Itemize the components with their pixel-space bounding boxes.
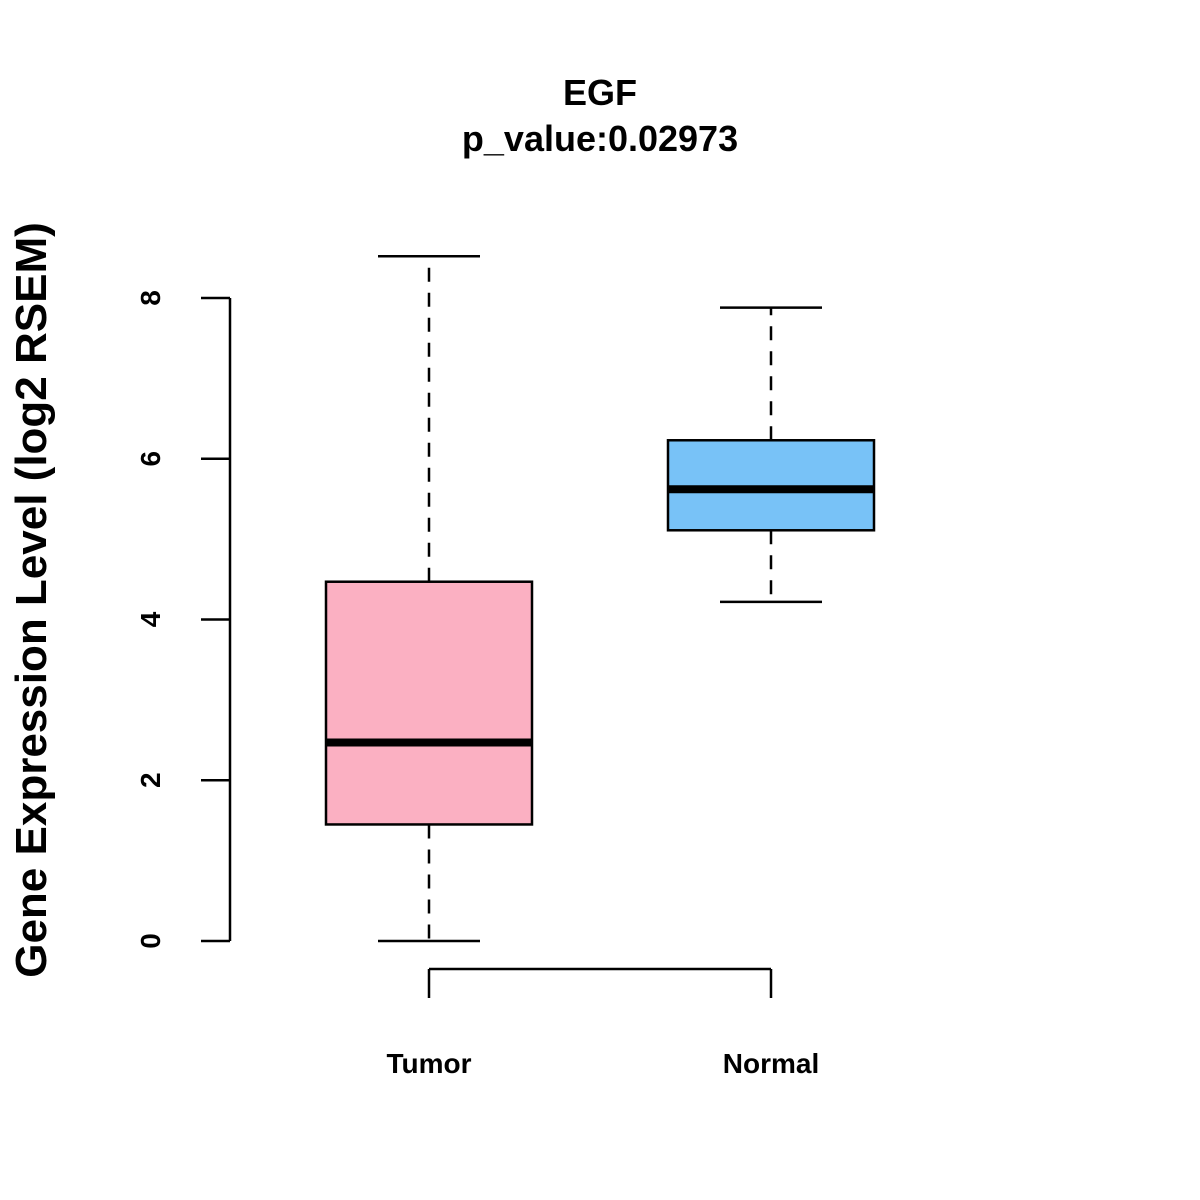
box-normal [666, 306, 876, 604]
chart-title: EGF [563, 72, 637, 113]
y-tick-label-0: 0 [135, 933, 166, 949]
y-tick-label-6: 6 [135, 451, 166, 467]
iqr-box-tumor [324, 580, 534, 826]
box-group-container [324, 254, 876, 943]
y-axis-label: Gene Expression Level (log2 RSEM) [7, 222, 56, 978]
box-tumor [324, 254, 534, 943]
x-axis-tick-labels: Tumor Normal [386, 1048, 819, 1079]
x-tick-label-normal: Normal [723, 1048, 819, 1079]
y-axis: 0 2 4 6 8 [135, 290, 232, 949]
y-tick-label-2: 2 [135, 772, 166, 788]
comparison-bracket [427, 967, 773, 998]
iqr-box-normal [666, 439, 876, 532]
x-tick-label-tumor: Tumor [386, 1048, 471, 1079]
y-tick-label-4: 4 [135, 611, 166, 627]
chart-subtitle: p_value:0.02973 [462, 118, 738, 159]
y-tick-label-8: 8 [135, 290, 166, 306]
